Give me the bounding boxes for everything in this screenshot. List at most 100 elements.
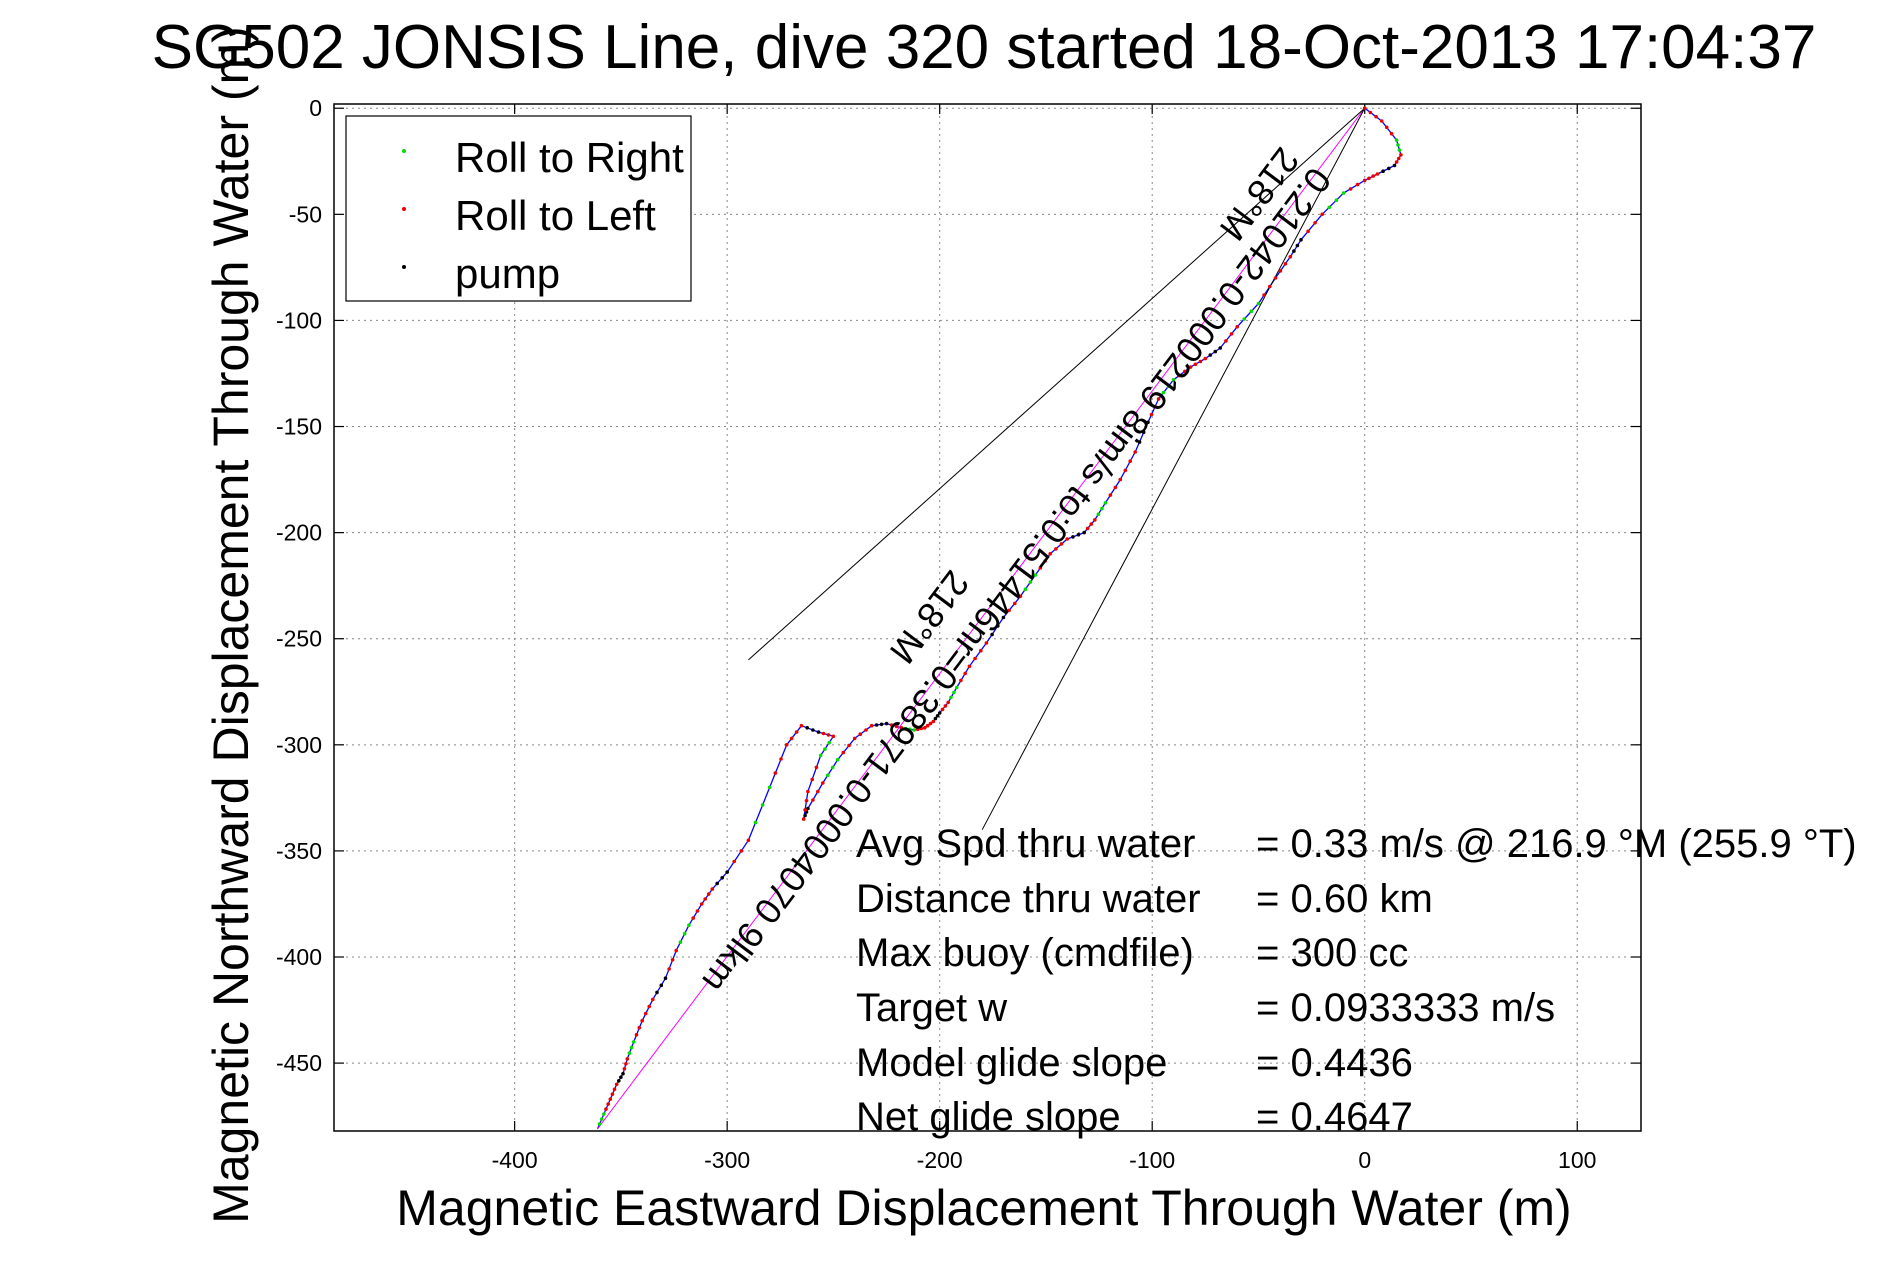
roll-left-marker [1348, 187, 1353, 191]
legend-marker-roll-left [402, 207, 406, 211]
roll-left-marker [643, 1011, 648, 1016]
roll-left-marker [1128, 459, 1132, 464]
y-tick-label: -400 [276, 944, 322, 970]
stat-label-net-glide-slope: Net glide slope [856, 1095, 1121, 1139]
roll-left-marker [847, 743, 851, 748]
pump-marker [1146, 420, 1150, 425]
legend-label-roll-right: Roll to Right [455, 134, 684, 181]
roll-left-marker [1262, 293, 1266, 297]
roll-right-marker [835, 757, 840, 762]
legend-marker-pump [402, 265, 406, 269]
pump-marker [1213, 349, 1218, 354]
roll-left-marker [1054, 547, 1058, 551]
roll-right-marker [912, 728, 916, 732]
roll-left-marker [1362, 178, 1367, 183]
roll-left-marker [1153, 404, 1157, 409]
roll-left-marker [773, 771, 778, 775]
roll-right-marker [602, 1112, 606, 1116]
roll-left-marker [858, 732, 863, 736]
dive-statistics: Avg Spd thru water = 0.33 m/s @ 216.9 °M… [856, 822, 1857, 1139]
roll-left-marker [801, 817, 806, 821]
roll-left-marker [973, 656, 977, 661]
stat-label-distance: Distance thru water [856, 877, 1201, 921]
x-axis-label: Magnetic Eastward Displacement Through W… [396, 1180, 1571, 1236]
roll-left-marker [637, 1025, 642, 1030]
roll-left-marker [1085, 526, 1090, 531]
pump-marker [1082, 530, 1086, 535]
y-tick-label: -250 [276, 626, 322, 652]
stat-value-net-glide-slope: = 0.4647 [1256, 1095, 1413, 1139]
roll-left-marker [794, 730, 799, 734]
roll-left-marker [940, 707, 945, 712]
y-tick-label: -150 [276, 414, 322, 440]
x-tick-label: -100 [1129, 1147, 1175, 1173]
roll-left-marker [946, 700, 950, 705]
roll-left-marker [1177, 373, 1181, 378]
roll-left-marker [604, 1107, 608, 1111]
roll-left-marker [1313, 221, 1317, 225]
stat-value-max-buoy: = 300 cc [1256, 931, 1408, 975]
pump-marker [1381, 169, 1385, 173]
roll-left-marker [963, 671, 967, 676]
roll-right-marker [1341, 191, 1346, 195]
roll-left-marker [1038, 566, 1043, 570]
roll-left-marker [811, 798, 815, 802]
pump-marker [1137, 440, 1142, 444]
roll-left-marker [1013, 601, 1017, 606]
pump-marker [1218, 346, 1222, 350]
roll-left-marker [1059, 542, 1064, 546]
y-tick-label: -50 [289, 201, 322, 227]
roll-left-marker [710, 887, 715, 891]
roll-left-marker [1396, 156, 1401, 161]
roll-left-marker [732, 859, 736, 864]
roll-left-marker [1273, 276, 1278, 280]
pump-marker [617, 1079, 621, 1083]
stat-label-model-glide-slope: Model glide slope [856, 1041, 1167, 1085]
legend-marker-roll-right [402, 149, 406, 153]
roll-left-marker [1198, 359, 1203, 364]
roll-left-marker [1229, 332, 1234, 336]
roll-left-marker [889, 723, 894, 727]
roll-left-marker [919, 726, 924, 731]
roll-left-marker [814, 765, 819, 770]
roll-right-marker [1028, 580, 1033, 584]
roll-left-marker [779, 757, 783, 761]
pump-marker [990, 632, 994, 637]
legend-label-pump: pump [455, 250, 560, 297]
pump-marker [655, 990, 659, 995]
chart-title: SG502 JONSIS Line, dive 320 started 18-O… [152, 13, 1817, 82]
roll-left-marker [1089, 522, 1094, 526]
roll-left-marker [651, 997, 655, 1002]
roll-left-marker [1093, 518, 1097, 522]
pump-marker [874, 723, 879, 727]
roll-left-marker [1149, 412, 1154, 417]
roll-left-marker [1156, 397, 1161, 401]
roll-left-marker [608, 1097, 613, 1101]
legend: Roll to Right Roll to Left pump [345, 115, 692, 302]
roll-left-marker [1283, 262, 1288, 266]
roll-right-marker [753, 820, 758, 825]
stat-label-max-buoy: Max buoy (cmdfile) [856, 931, 1194, 975]
y-axis-label: Magnetic Northward Displacement Through … [203, 26, 259, 1224]
roll-left-marker [624, 1062, 628, 1066]
stat-value-model-glide-slope: = 0.4436 [1256, 1041, 1413, 1085]
roll-right-marker [600, 1117, 604, 1121]
roll-right-marker [631, 1040, 636, 1044]
pump-marker [1295, 243, 1300, 248]
roll-right-marker [1100, 506, 1104, 511]
roll-right-marker [1396, 143, 1400, 147]
roll-right-marker [1103, 501, 1108, 505]
roll-left-marker [841, 750, 846, 755]
x-tick-label: -200 [917, 1147, 963, 1173]
roll-left-marker [1007, 608, 1011, 613]
roll-left-marker [1320, 212, 1324, 217]
roll-left-marker [894, 724, 899, 729]
roll-left-marker [1355, 182, 1360, 187]
roll-left-marker [821, 731, 826, 736]
roll-left-marker [931, 719, 936, 724]
roll-left-marker [634, 1033, 639, 1037]
roll-left-marker [606, 1102, 610, 1106]
roll-left-marker [1306, 229, 1310, 234]
roll-right-marker [597, 1122, 602, 1126]
